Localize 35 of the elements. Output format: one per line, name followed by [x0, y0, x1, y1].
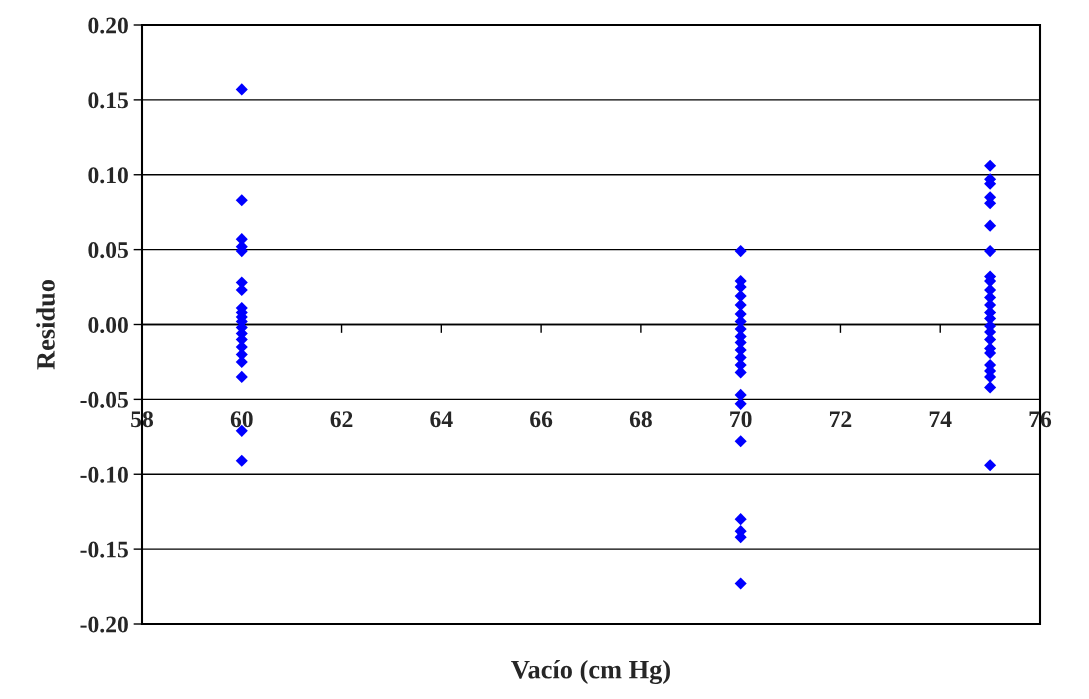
point — [734, 577, 747, 590]
x-tick-label: 72 — [829, 411, 852, 427]
point — [734, 298, 747, 312]
x-tick-label: 62 — [330, 411, 353, 428]
point — [984, 159, 997, 172]
point — [984, 381, 997, 394]
y-tick-label: 0.15 — [88, 92, 128, 109]
point — [734, 289, 747, 303]
point — [235, 454, 248, 467]
y-tick-label: -0.05 — [80, 391, 128, 408]
x-tick-label: 64 — [430, 411, 453, 428]
x-tick-label: 68 — [629, 411, 652, 428]
point — [734, 435, 747, 448]
point — [734, 245, 747, 258]
point — [235, 194, 248, 207]
x-tick-label: 74 — [929, 411, 952, 427]
point — [984, 219, 997, 232]
y-tick-label: -0.20 — [80, 616, 128, 633]
y-tick-label: -0.15 — [80, 541, 128, 558]
y-tick-label: 0.00 — [88, 316, 128, 334]
point — [984, 459, 997, 472]
y-tick-label: 0.10 — [88, 167, 128, 184]
point — [734, 513, 747, 526]
x-axis-title: Vacío (cm Hg) — [511, 659, 670, 685]
y-tick-label: 0.20 — [88, 17, 128, 34]
point — [984, 245, 997, 258]
y-tick-label: -0.10 — [80, 466, 128, 483]
x-tick-label: 70 — [730, 411, 752, 428]
y-tick-label: 0.05 — [88, 242, 128, 259]
x-tick-label: 66 — [530, 411, 553, 428]
x-tick-label: 60 — [230, 411, 253, 428]
point — [734, 388, 747, 401]
point — [235, 83, 248, 96]
y-axis-title: Residuo — [36, 280, 55, 370]
point — [235, 370, 248, 383]
